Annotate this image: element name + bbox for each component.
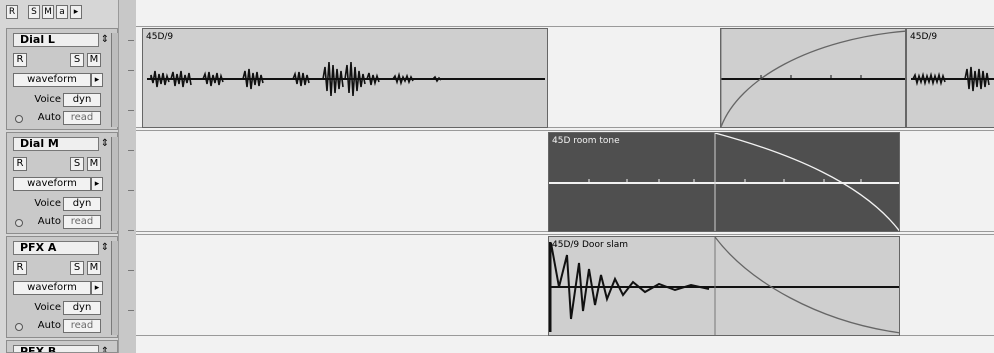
track-view-arrow-icon[interactable]: ▸ — [91, 73, 103, 87]
track-name[interactable]: PFX B — [13, 345, 99, 352]
track-name[interactable]: PFX A — [13, 241, 99, 255]
mute-button[interactable]: M — [87, 261, 101, 275]
audio-clip[interactable]: 45D/9 — [906, 28, 994, 128]
voice-selector[interactable]: dyn — [63, 197, 101, 211]
voice-label: Voice — [34, 198, 61, 209]
audio-clip-door-slam[interactable]: 45D/9 Door slam — [548, 236, 900, 336]
mute-button[interactable]: M — [87, 157, 101, 171]
solo-button[interactable]: S — [70, 261, 84, 275]
record-enable-button[interactable]: R — [13, 157, 27, 171]
track-meter — [111, 241, 118, 335]
track-view-selector[interactable]: waveform — [13, 73, 91, 87]
voice-label: Voice — [34, 302, 61, 313]
clip-label: 45D/9 Door slam — [552, 240, 628, 250]
track-options-spinner-icon[interactable]: ⇕ — [100, 346, 110, 353]
mute-button[interactable]: M — [42, 5, 54, 19]
record-enable-button[interactable]: R — [13, 261, 27, 275]
track-panel-dial-l: Dial L ⇕ R S M waveform ▸ Voice dyn Auto… — [6, 28, 118, 130]
voice-label: Voice — [34, 94, 61, 105]
clip-label: 45D room tone — [552, 136, 620, 146]
clip-waveform — [911, 66, 994, 92]
fade-curve — [721, 29, 905, 127]
audio-clip[interactable]: 45D/9 — [142, 28, 548, 128]
automation-mode-selector[interactable]: read — [63, 215, 101, 229]
track-panel-dial-m: Dial M ⇕ R S M waveform ▸ Voice dyn Auto… — [6, 132, 118, 234]
mute-button[interactable]: M — [87, 53, 101, 67]
clip-label: 45D/9 — [910, 32, 938, 42]
voice-selector[interactable]: dyn — [63, 301, 101, 315]
audio-clip-fade[interactable] — [720, 28, 906, 128]
automation-mode-selector[interactable]: read — [63, 319, 101, 333]
automation-label: Auto — [37, 320, 61, 331]
track-meter — [111, 137, 118, 231]
track-options-spinner-icon[interactable]: ⇕ — [100, 242, 110, 253]
solo-button[interactable]: S — [70, 157, 84, 171]
clip-label: 45D/9 — [146, 32, 174, 42]
track-name[interactable]: Dial M — [13, 137, 99, 151]
record-enable-button[interactable]: R — [13, 53, 27, 67]
track-meter — [111, 33, 118, 127]
track-name[interactable]: Dial L — [13, 33, 99, 47]
door-slam-waveform — [549, 237, 899, 335]
room-tone-waveform — [549, 133, 899, 231]
track-view-arrow-icon[interactable]: ▸ — [91, 281, 103, 295]
track-header-area: R S M a ▸ Dial L ⇕ R S M waveform ▸ Voic… — [0, 0, 137, 353]
automation-dot-icon[interactable] — [15, 219, 23, 227]
record-enable-button[interactable]: R — [6, 5, 18, 19]
track-resize-rail — [118, 0, 137, 353]
track-panel-pfx-b: PFX B ⇕ — [6, 340, 118, 353]
automation-dot-icon[interactable] — [15, 115, 23, 123]
automation-label: Auto — [37, 216, 61, 227]
track-view-selector[interactable]: waveform — [13, 281, 91, 295]
track-panel-pfx-a: PFX A ⇕ R S M waveform ▸ Voice dyn Auto … — [6, 236, 118, 338]
timeline[interactable]: 45D/9 45D/9 45D room tone — [136, 0, 994, 353]
top-track-controls: R S M a ▸ — [6, 3, 118, 23]
track-options-spinner-icon[interactable]: ⇕ — [100, 34, 110, 45]
track-options-spinner-icon[interactable]: ⇕ — [100, 138, 110, 149]
lane-dial-l[interactable] — [136, 26, 994, 128]
solo-button[interactable]: S — [70, 53, 84, 67]
track-view-selector[interactable]: waveform — [13, 177, 91, 191]
voice-selector[interactable]: dyn — [63, 93, 101, 107]
automation-label: Auto — [37, 112, 61, 123]
automation-button[interactable]: a — [56, 5, 68, 19]
expand-arrow-button[interactable]: ▸ — [70, 5, 82, 19]
track-view-arrow-icon[interactable]: ▸ — [91, 177, 103, 191]
clip-waveform — [147, 61, 545, 97]
automation-dot-icon[interactable] — [15, 323, 23, 331]
audio-clip-room-tone[interactable]: 45D room tone — [548, 132, 900, 232]
automation-mode-selector[interactable]: read — [63, 111, 101, 125]
solo-button[interactable]: S — [28, 5, 40, 19]
